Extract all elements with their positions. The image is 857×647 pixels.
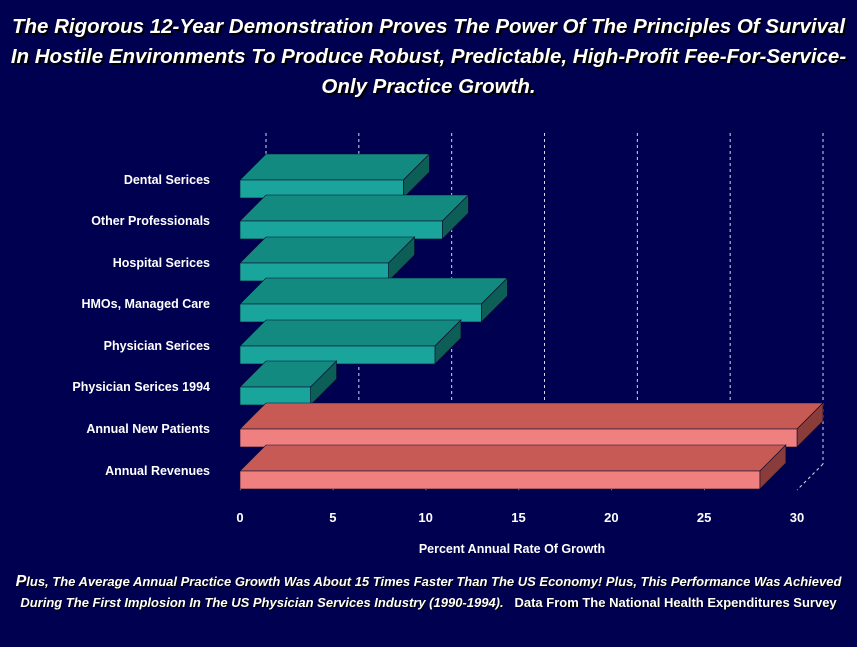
bar-front-face (239, 303, 482, 323)
bar-front-face (239, 345, 436, 365)
bar-5 (239, 319, 462, 365)
bar-8 (239, 444, 787, 490)
tick-label: 15 (511, 510, 525, 525)
category-label: HMOs, Managed Care (81, 297, 210, 311)
bar-front-face (239, 428, 798, 448)
bar-6 (239, 360, 338, 406)
bar-3 (239, 236, 416, 282)
footnote-source: Data From The National Health Expenditur… (514, 595, 837, 610)
footnote-lead-letter: P (15, 573, 27, 590)
bar-1 (239, 153, 431, 199)
x-axis-title: Percent Annual Rate Of Growth (419, 542, 605, 556)
bar-front-face (239, 470, 761, 490)
category-label: Other Professionals (91, 214, 210, 228)
bar-7 (239, 402, 824, 448)
tick-label: 10 (418, 510, 432, 525)
category-label: Physician Serices 1994 (72, 380, 210, 394)
tick-label: 0 (236, 510, 243, 525)
footnote: Plus, The Average Annual Practice Growth… (10, 571, 847, 613)
bars (239, 153, 824, 490)
category-label: Physician Serices (104, 339, 210, 353)
bar-front-face (239, 220, 443, 240)
x-tick-labels: 0 5 10 15 20 25 30 (236, 510, 804, 525)
tick-label: 20 (604, 510, 618, 525)
category-label: Dental Serices (124, 173, 210, 187)
bar-top-face (239, 194, 470, 222)
bar-front-face (239, 386, 311, 406)
bar-top-face (239, 444, 787, 472)
bar-top-face (239, 236, 416, 264)
bar-chart: Dental Serices Other Professionals Hospita… (72, 133, 824, 556)
chart-title: The Rigorous 12-Year Demonstration Prove… (10, 15, 847, 98)
bar-top-face (239, 319, 462, 347)
tick-label: 25 (697, 510, 711, 525)
category-label: Hospital Serices (113, 256, 210, 270)
bar-top-face (239, 277, 509, 305)
bar-2 (239, 194, 470, 240)
category-labels: Dental Serices Other Professionals Hospita… (72, 173, 210, 478)
footnote-text: lus, The Average Annual Practice Growth … (20, 574, 842, 610)
bar-top-face (239, 402, 824, 430)
bar-top-face (239, 153, 431, 181)
floor-gridline-30 (796, 463, 824, 491)
tick-label: 30 (790, 510, 804, 525)
category-label: Annual New Patients (86, 422, 210, 436)
category-label: Annual Revenues (105, 464, 210, 478)
bar-4 (239, 277, 509, 323)
tick-label: 5 (329, 510, 336, 525)
